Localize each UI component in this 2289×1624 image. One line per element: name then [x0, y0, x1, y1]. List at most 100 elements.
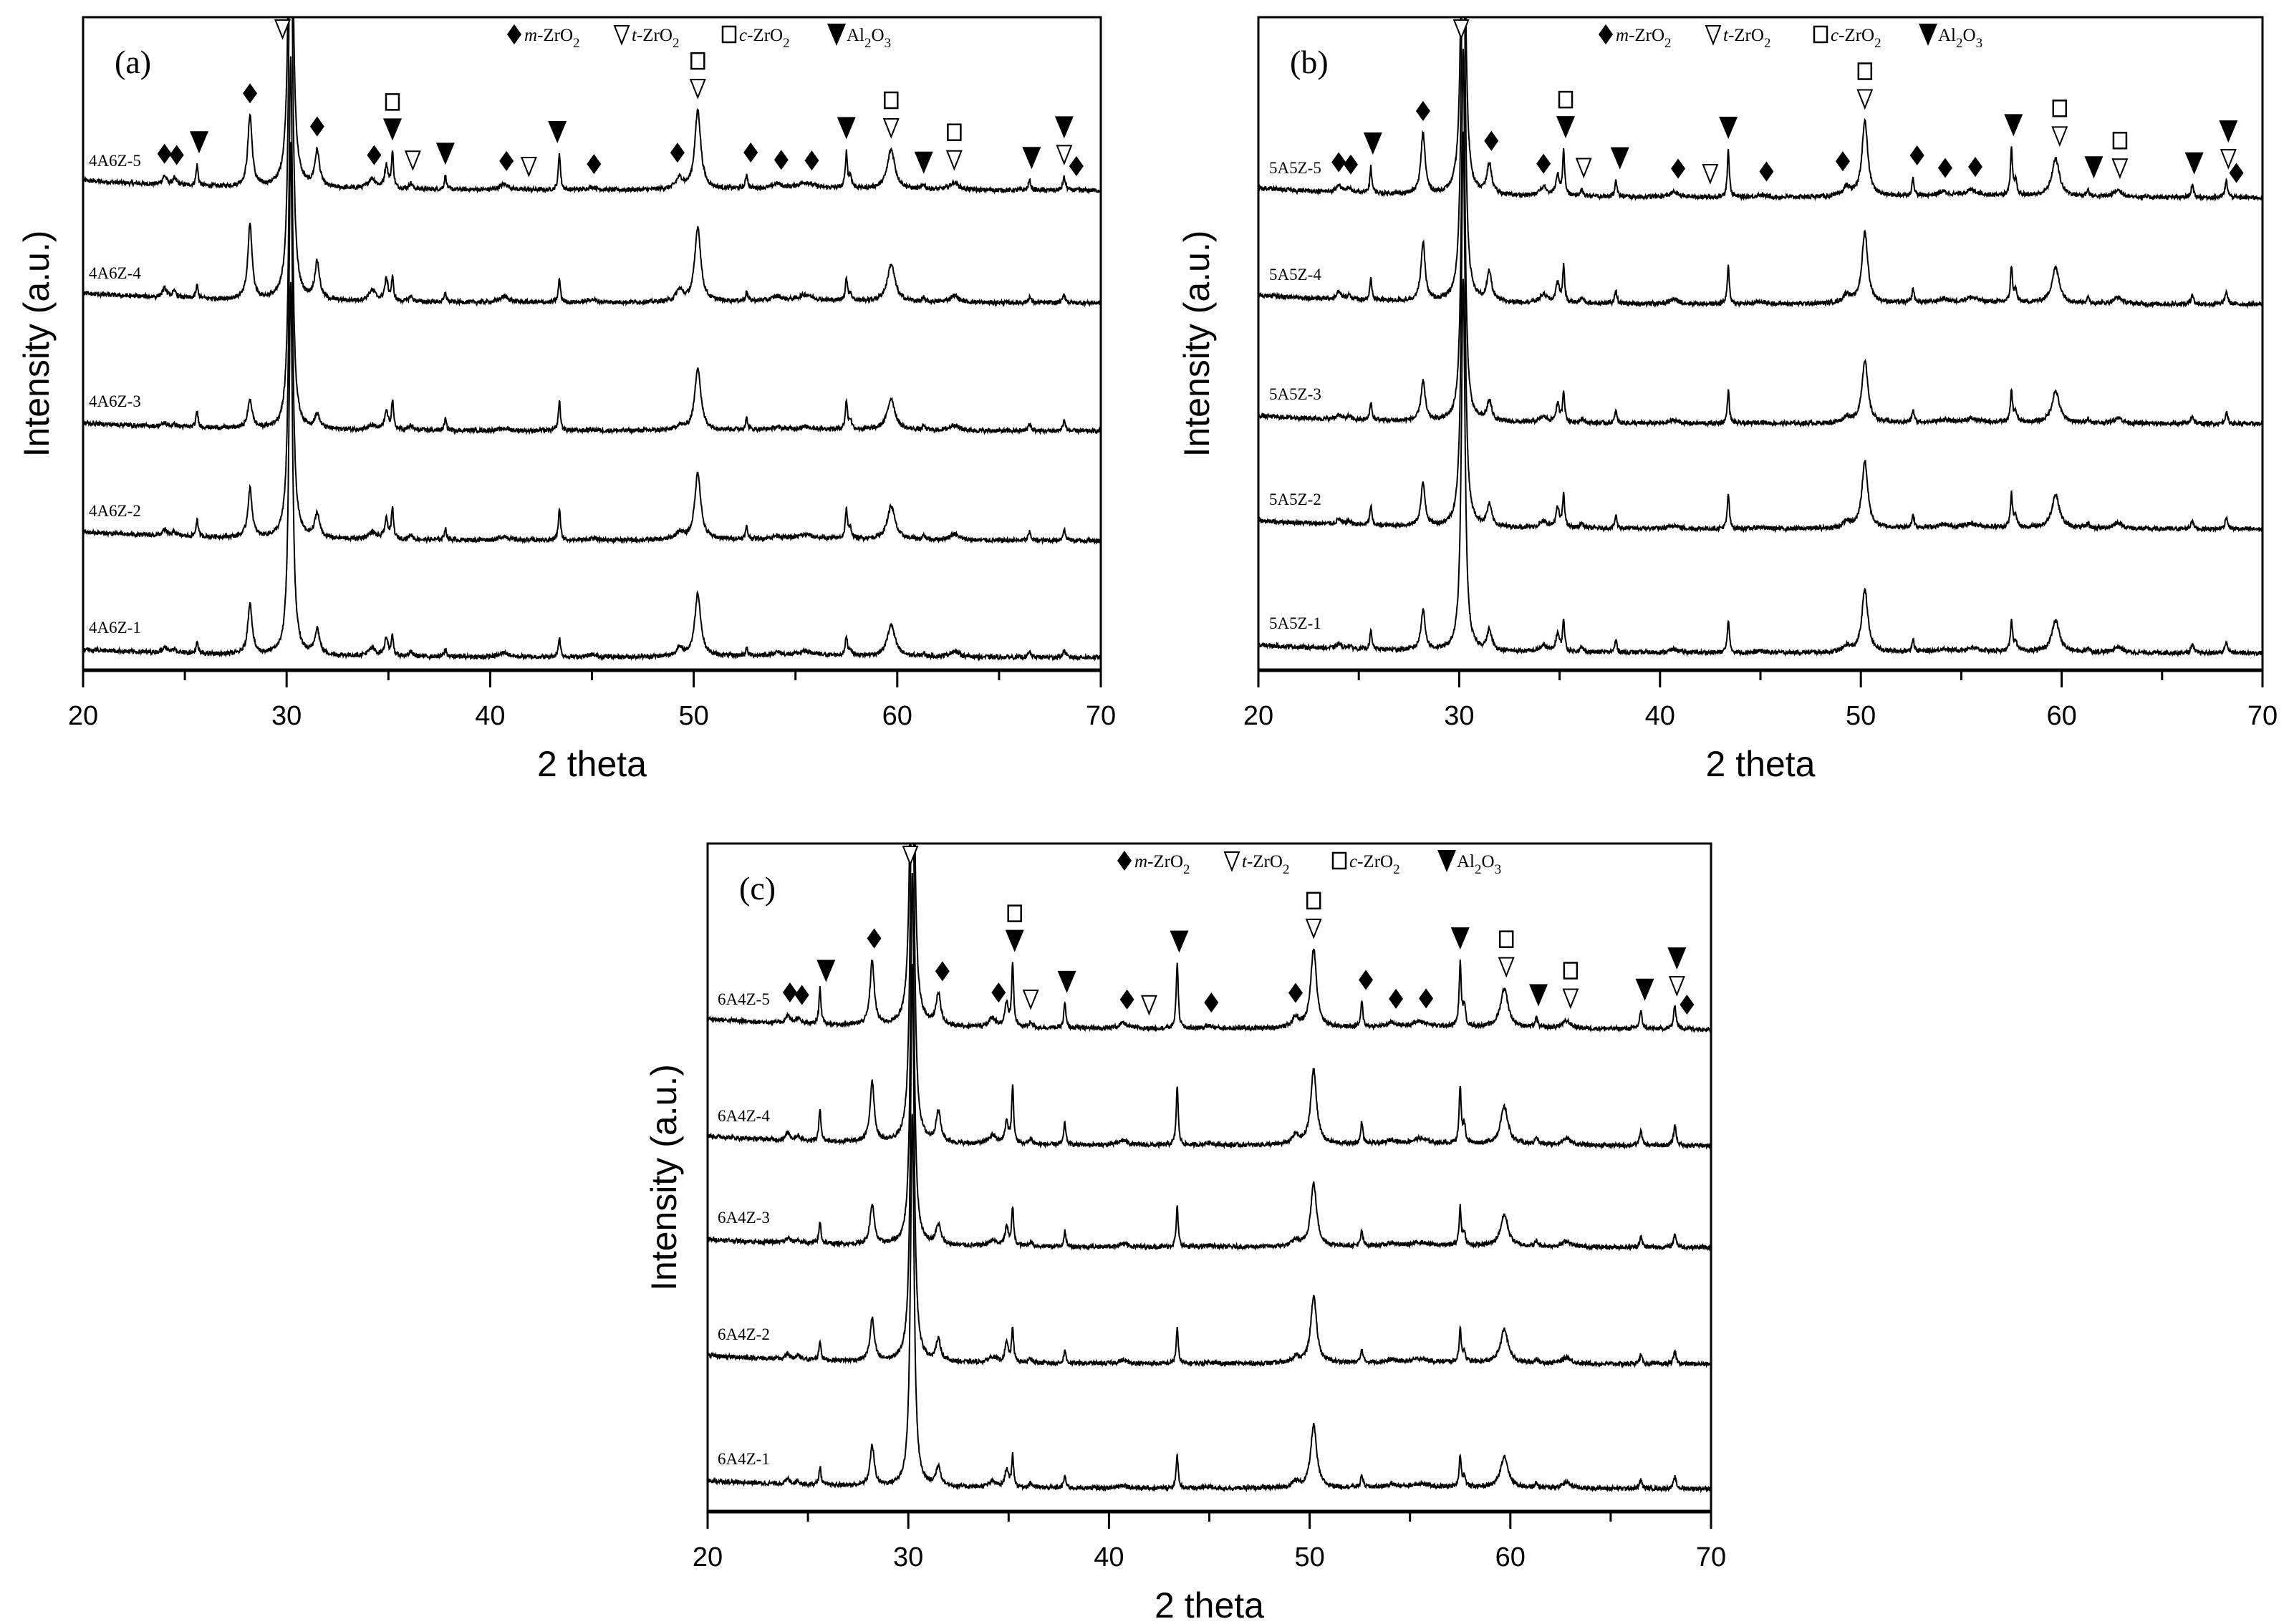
series-line-4A6Z-3 — [83, 56, 1101, 436]
legend-item-a: Al2O3 — [827, 24, 891, 51]
panel-label: (b) — [1290, 44, 1329, 80]
t-zro2-marker-icon — [1562, 988, 1579, 1010]
phase-marker — [1022, 147, 1041, 170]
legend-label: Al2O3 — [847, 26, 891, 51]
legend-label-part: 2 — [1475, 862, 1482, 877]
c-zro2-marker-icon — [1331, 851, 1347, 870]
t-zro2-marker-icon — [274, 19, 291, 40]
series-label: 5A5Z-3 — [1269, 385, 1321, 403]
m-zro2-marker-icon — [1204, 992, 1219, 1013]
legend-label-part: 2 — [864, 36, 872, 51]
al2o3-marker-icon — [189, 131, 208, 154]
m-zro2-marker-icon — [309, 116, 324, 137]
legend-label-part: -ZrO — [1147, 852, 1183, 871]
phase-marker — [1415, 100, 1430, 121]
series-line-4A6Z-5 — [83, 17, 1101, 195]
y-axis-title: Intensity (a.u.) — [16, 231, 57, 458]
series-line-5A5Z-5 — [1258, 17, 2263, 202]
t-zro2-marker-icon — [689, 79, 706, 100]
series-label: 4A6Z-1 — [89, 619, 141, 637]
t-zro2-marker-icon — [1705, 25, 1722, 46]
plot-frame — [1257, 16, 2264, 672]
series-line-6A4Z-2 — [708, 964, 1711, 1369]
phase-marker — [1288, 982, 1303, 1003]
series-label: 5A5Z-5 — [1269, 159, 1321, 177]
phase-marker — [1856, 62, 1874, 110]
c-zro2-marker-icon — [1007, 904, 1022, 922]
al2o3-marker-icon — [827, 24, 846, 46]
phase-marker — [1363, 132, 1382, 155]
al2o3-marker-icon — [1005, 929, 1024, 952]
x-tick-label: 40 — [475, 701, 505, 731]
phase-marker — [816, 960, 836, 982]
phase-marker — [1450, 927, 1470, 950]
phase-marker — [189, 131, 208, 154]
x-tick-label: 60 — [1495, 1542, 1526, 1572]
phase-marker — [1680, 994, 1695, 1015]
t-zro2-marker-icon — [1575, 158, 1592, 179]
c-zro2-marker-icon — [385, 93, 400, 111]
m-zro2-marker-icon — [1835, 151, 1850, 172]
al2o3-marker-icon — [2184, 152, 2204, 175]
phase-marker — [882, 91, 900, 139]
panel-label: (c) — [739, 870, 776, 907]
legend-label-part: -ZrO — [1728, 26, 1764, 45]
m-zro2-marker-icon — [169, 145, 184, 165]
legend: m-ZrO2 t-ZrO2 c-ZrO2 Al2O3 — [507, 24, 891, 51]
phase-marker — [1968, 156, 1983, 177]
legend-label-part: 2 — [1956, 36, 1963, 51]
phase-marker — [1909, 145, 1924, 165]
legend-item-t: t-ZrO2 — [1223, 851, 1289, 877]
m-zro2-marker-icon — [587, 154, 602, 175]
t-zro2-marker-icon — [945, 150, 963, 171]
series-label: 5A5Z-4 — [1269, 266, 1321, 284]
legend: m-ZrO2 t-ZrO2 c-ZrO2 Al2O3 — [1117, 850, 1501, 877]
phase-marker — [1667, 947, 1687, 997]
x-axis-title: 2 theta — [537, 744, 647, 784]
al2o3-marker-icon — [1556, 116, 1576, 139]
al2o3-marker-icon — [1437, 850, 1456, 872]
phase-marker — [1536, 153, 1551, 174]
phase-marker — [435, 142, 455, 165]
phase-marker — [169, 145, 184, 165]
legend-label: c-ZrO2 — [1831, 26, 1881, 51]
m-zro2-marker-icon — [1288, 982, 1303, 1003]
al2o3-marker-icon — [1363, 132, 1382, 155]
phase-marker — [1359, 970, 1374, 990]
phase-marker — [2004, 114, 2023, 137]
legend-label-part: O — [1482, 852, 1495, 871]
legend-label-part: 2 — [1764, 36, 1771, 51]
m-zro2-marker-icon — [499, 150, 514, 171]
m-zro2-marker-icon — [1069, 156, 1084, 177]
legend-item-m: m-ZrO2 — [1599, 24, 1672, 51]
series-label: 6A4Z-2 — [718, 1325, 770, 1343]
legend-label: t-ZrO2 — [632, 26, 679, 51]
al2o3-marker-icon — [1054, 116, 1074, 139]
m-zro2-marker-icon — [1389, 988, 1404, 1009]
al2o3-marker-icon — [548, 120, 567, 143]
al2o3-marker-icon — [1529, 984, 1548, 1007]
phase-marker — [548, 120, 567, 143]
phase-marker — [1305, 891, 1322, 939]
legend-label: m-ZrO2 — [1616, 26, 1672, 51]
phase-marker — [670, 142, 685, 163]
legend-label-part: 3 — [1495, 862, 1502, 877]
al2o3-marker-icon — [1450, 927, 1470, 950]
m-zro2-marker-icon — [774, 150, 789, 170]
legend-label-part: 3 — [885, 36, 892, 51]
phase-marker — [1054, 116, 1074, 166]
x-tick-label: 30 — [893, 1542, 923, 1572]
x-tick-label: 70 — [2247, 701, 2278, 731]
m-zro2-marker-icon — [782, 982, 797, 1002]
x-tick-label: 50 — [1846, 701, 1876, 731]
x-tick-label: 50 — [1294, 1542, 1324, 1572]
c-zro2-marker-icon — [690, 52, 705, 70]
x-axis-title: 2 theta — [1155, 1585, 1264, 1624]
phase-marker — [1635, 978, 1654, 1001]
legend-label-part: 2 — [1393, 862, 1400, 877]
series-label: 5A5Z-2 — [1269, 490, 1321, 508]
al2o3-marker-icon — [382, 118, 402, 141]
plot-frame — [82, 16, 1102, 672]
legend-item-c: c-ZrO2 — [721, 25, 790, 51]
series-label: 4A6Z-5 — [89, 152, 141, 170]
